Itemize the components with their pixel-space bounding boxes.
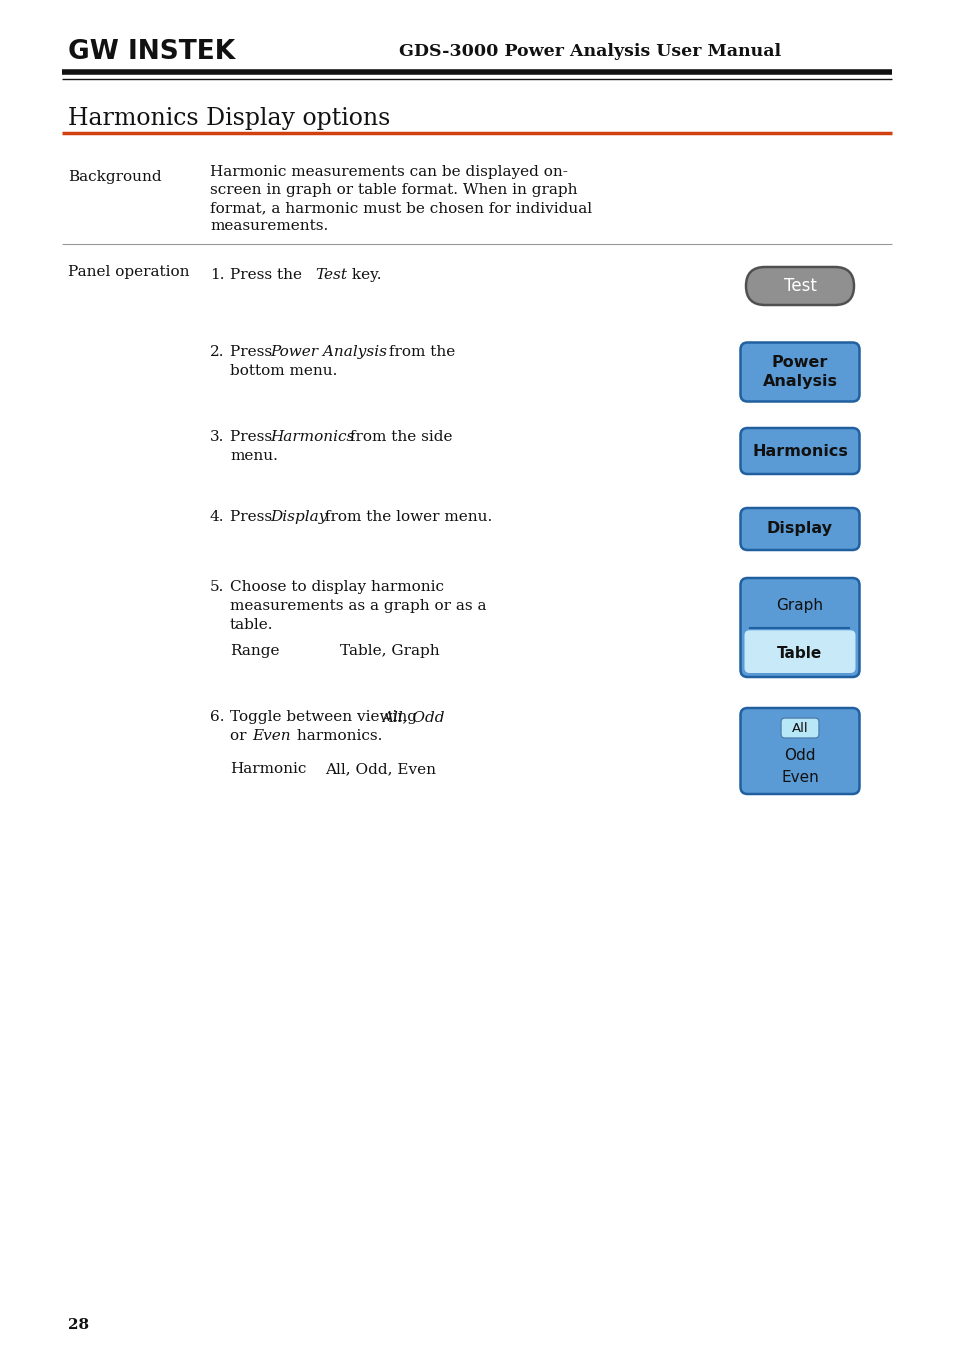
Text: Table, Graph: Table, Graph [339, 643, 439, 658]
Text: 28: 28 [68, 1318, 89, 1331]
Text: Harmonic: Harmonic [230, 762, 306, 776]
Text: GW INSTEK: GW INSTEK [68, 39, 234, 65]
Text: Harmonics: Harmonics [751, 444, 847, 459]
Text: All, Odd, Even: All, Odd, Even [325, 762, 436, 776]
Text: format, a harmonic must be chosen for individual: format, a harmonic must be chosen for in… [210, 201, 592, 214]
Text: 2.: 2. [210, 345, 224, 359]
Text: Power Analysis: Power Analysis [270, 345, 387, 359]
Text: GDS-3000 Power Analysis User Manual: GDS-3000 Power Analysis User Manual [398, 43, 781, 61]
Text: Harmonics Display options: Harmonics Display options [68, 107, 390, 130]
Text: Display: Display [766, 522, 832, 537]
Text: or: or [230, 728, 251, 743]
Text: Harmonic measurements can be displayed on-: Harmonic measurements can be displayed o… [210, 165, 567, 179]
Text: Graph: Graph [776, 598, 822, 614]
FancyBboxPatch shape [740, 509, 859, 550]
FancyBboxPatch shape [740, 343, 859, 402]
Text: Even: Even [252, 728, 291, 743]
Text: Press: Press [230, 345, 276, 359]
Text: Odd: Odd [783, 747, 815, 762]
Text: measurements.: measurements. [210, 219, 328, 233]
FancyBboxPatch shape [740, 428, 859, 473]
Text: All: All [791, 722, 807, 735]
Text: Test: Test [782, 277, 816, 295]
Text: 3.: 3. [210, 430, 224, 444]
Text: Harmonics: Harmonics [270, 430, 354, 444]
Text: Power
Analysis: Power Analysis [761, 355, 837, 390]
Text: Choose to display harmonic: Choose to display harmonic [230, 580, 443, 594]
Text: measurements as a graph or as a: measurements as a graph or as a [230, 599, 486, 612]
FancyBboxPatch shape [743, 630, 855, 673]
Text: Table: Table [777, 646, 821, 661]
Text: bottom menu.: bottom menu. [230, 364, 337, 378]
FancyBboxPatch shape [740, 708, 859, 795]
FancyBboxPatch shape [781, 718, 818, 738]
Text: screen in graph or table format. When in graph: screen in graph or table format. When in… [210, 183, 577, 197]
Text: Press: Press [230, 510, 276, 523]
Text: 4.: 4. [210, 510, 224, 523]
Text: table.: table. [230, 618, 274, 631]
Text: harmonics.: harmonics. [292, 728, 382, 743]
FancyBboxPatch shape [740, 577, 859, 677]
Text: from the side: from the side [345, 430, 452, 444]
Text: menu.: menu. [230, 449, 277, 463]
Text: Even: Even [781, 770, 818, 785]
Text: Test: Test [314, 268, 347, 282]
Text: All, Odd: All, Odd [381, 710, 444, 724]
Text: 6.: 6. [210, 710, 224, 724]
Text: Toggle between viewing: Toggle between viewing [230, 710, 421, 724]
FancyBboxPatch shape [745, 267, 853, 305]
Text: 5.: 5. [210, 580, 224, 594]
Text: key.: key. [347, 268, 381, 282]
Text: Background: Background [68, 170, 161, 183]
Text: Press the: Press the [230, 268, 307, 282]
Text: Range: Range [230, 643, 279, 658]
Text: Press: Press [230, 430, 276, 444]
Text: from the lower menu.: from the lower menu. [319, 510, 492, 523]
Text: Panel operation: Panel operation [68, 264, 190, 279]
Text: from the: from the [384, 345, 455, 359]
Text: Display: Display [270, 510, 327, 523]
Text: 1.: 1. [210, 268, 224, 282]
